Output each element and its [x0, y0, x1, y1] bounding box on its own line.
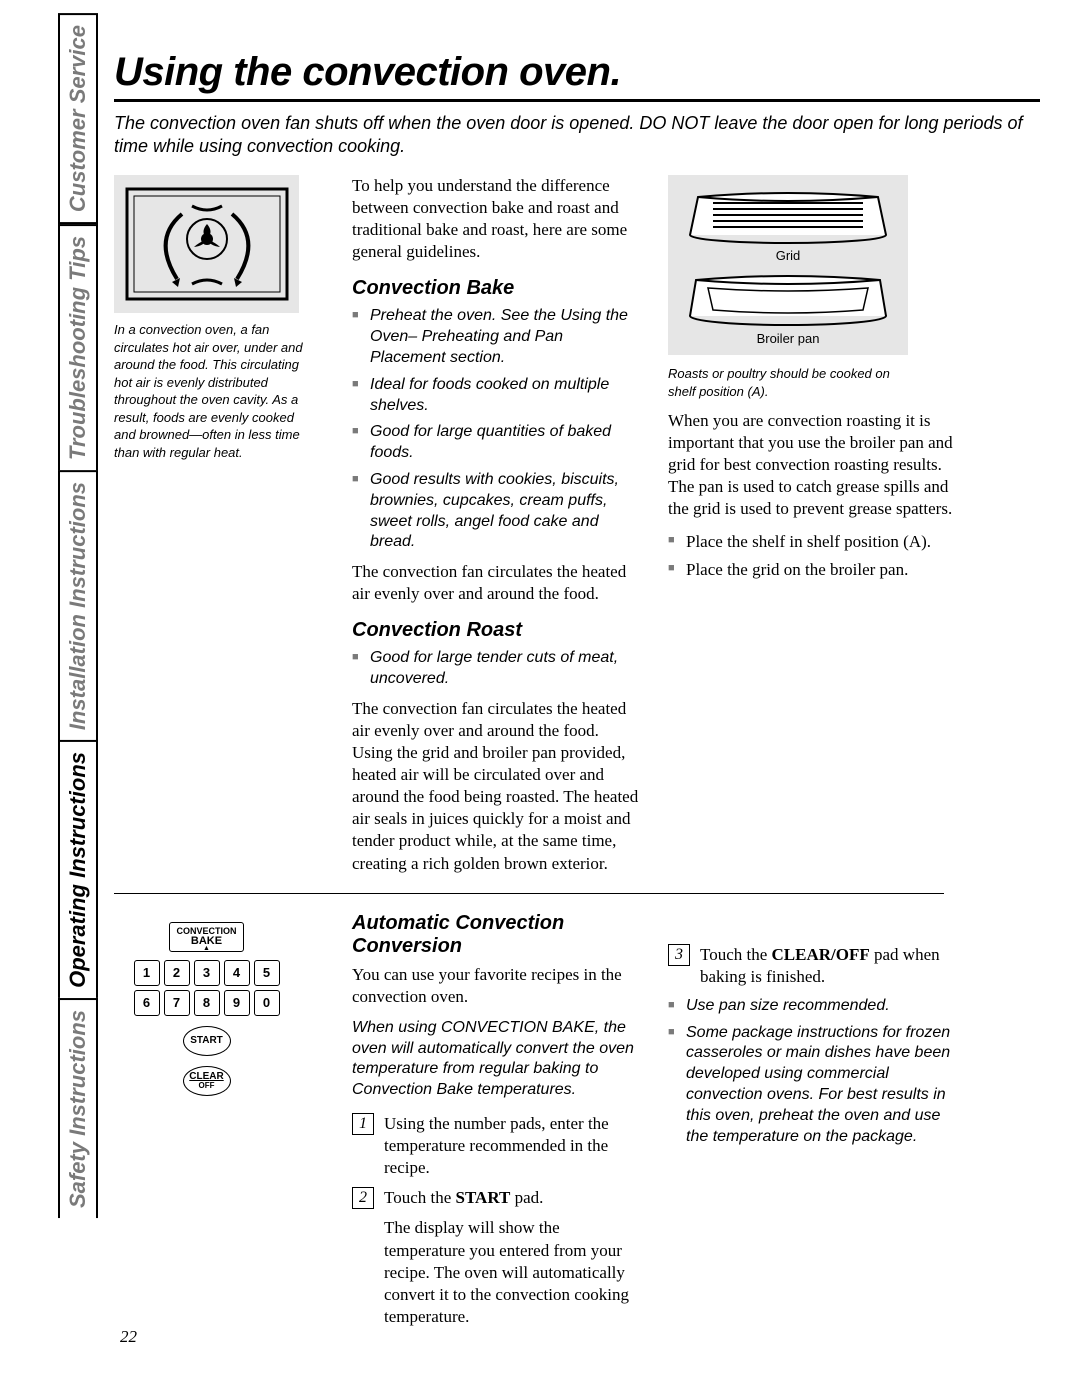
pan-steps: Place the shelf in shelf position (A). P…	[668, 531, 958, 581]
num-key: 4	[224, 960, 250, 986]
step3-bold: CLEAR/OFF	[772, 945, 870, 964]
grid-label: Grid	[776, 248, 801, 263]
bake-list: Preheat the oven. See the Using the Oven…	[352, 306, 642, 553]
auto-p2: When using CONVECTION BAKE, the oven wil…	[352, 1018, 642, 1101]
col-figure: In a convection oven, a fan circulates h…	[114, 175, 326, 875]
oven-fan-figure	[114, 175, 299, 313]
pan-desc: When you are convection roasting it is i…	[668, 410, 958, 520]
num-key: 8	[194, 990, 220, 1016]
clear-off-button: CLEAR OFF	[183, 1066, 231, 1096]
auto-p1: You can use your favorite recipes in the…	[352, 964, 642, 1008]
start-button: START	[183, 1026, 231, 1056]
auto-note: Some package instructions for frozen cas…	[668, 1023, 958, 1148]
bake-item: Good for large quantities of baked foods…	[352, 422, 642, 464]
page-content: Using the convection oven. The convectio…	[58, 0, 1070, 1397]
pan-caption: Roasts or poultry should be cooked on sh…	[668, 365, 918, 400]
step-number-icon: 3	[668, 944, 690, 966]
bake-label: BAKE	[176, 936, 236, 947]
section-divider	[114, 893, 944, 894]
step2-bold: START	[456, 1188, 511, 1207]
convection-bake-button: CONVECTION BAKE	[169, 922, 243, 952]
pan-step: Place the shelf in shelf position (A).	[668, 531, 958, 553]
roast-desc: The convection fan circulates the heated…	[352, 698, 642, 875]
page-title: Using the convection oven.	[114, 50, 1040, 95]
figure-caption: In a convection oven, a fan circulates h…	[114, 321, 304, 461]
col-main: To help you understand the difference be…	[352, 175, 642, 875]
number-pad: 1 2 3 4 5 6 7 8 9 0	[134, 960, 280, 1016]
heading-convection-bake: Convection Bake	[352, 277, 642, 300]
num-key: 6	[134, 990, 160, 1016]
step-text: Using the number pads, enter the tempera…	[384, 1113, 642, 1179]
num-key: 1	[134, 960, 160, 986]
guideline-intro: To help you understand the difference be…	[352, 175, 642, 263]
step2-pre: Touch the	[384, 1188, 456, 1207]
num-key: 5	[254, 960, 280, 986]
step-3: 3 Touch the CLEAR/OFF pad when baking is…	[668, 944, 958, 988]
start-label: START	[190, 1036, 223, 1046]
num-key: 0	[254, 990, 280, 1016]
col-keypad: CONVECTION BAKE 1 2 3 4 5 6 7 8 9 0 STAR…	[114, 912, 326, 1340]
col-pan: Grid Broiler pan Roasts or poultry shoul…	[668, 175, 958, 875]
step-1: 1 Using the number pads, enter the tempe…	[352, 1113, 642, 1179]
pan-step: Place the grid on the broiler pan.	[668, 559, 958, 581]
col-auto-a: Automatic Convection Conversion You can …	[352, 912, 642, 1340]
step-number-icon: 2	[352, 1187, 374, 1209]
auto-p3: The display will show the temperature yo…	[384, 1217, 642, 1327]
keypad-figure: CONVECTION BAKE 1 2 3 4 5 6 7 8 9 0 STAR…	[114, 912, 299, 1106]
pan-label: Broiler pan	[757, 331, 820, 346]
bake-item: Good results with cookies, biscuits, bro…	[352, 470, 642, 553]
num-key: 9	[224, 990, 250, 1016]
off-label: OFF	[199, 1082, 215, 1090]
broiler-pan-figure: Grid Broiler pan	[668, 175, 908, 355]
roast-item: Good for large tender cuts of meat, unco…	[352, 648, 642, 690]
num-key: 7	[164, 990, 190, 1016]
bake-item: Preheat the oven. See the Using the Oven…	[352, 306, 642, 368]
step2-post: pad.	[510, 1188, 543, 1207]
title-rule	[114, 99, 1040, 102]
step-text: Touch the START pad.	[384, 1187, 543, 1209]
auto-notes: Use pan size recommended. Some package i…	[668, 996, 958, 1148]
bake-desc: The convection fan circulates the heated…	[352, 561, 642, 605]
num-key: 2	[164, 960, 190, 986]
step-number-icon: 1	[352, 1113, 374, 1135]
page-number: 22	[120, 1327, 137, 1347]
roast-list: Good for large tender cuts of meat, unco…	[352, 648, 642, 690]
step-2: 2 Touch the START pad.	[352, 1187, 642, 1209]
heading-auto-conversion: Automatic Convection Conversion	[352, 912, 642, 958]
auto-note: Use pan size recommended.	[668, 996, 958, 1017]
step-text: Touch the CLEAR/OFF pad when baking is f…	[700, 944, 958, 988]
col-auto-b: 3 Touch the CLEAR/OFF pad when baking is…	[668, 912, 958, 1340]
intro-text: The convection oven fan shuts off when t…	[114, 112, 1040, 157]
bake-item: Ideal for foods cooked on multiple shelv…	[352, 375, 642, 417]
heading-convection-roast: Convection Roast	[352, 619, 642, 642]
num-key: 3	[194, 960, 220, 986]
step3-pre: Touch the	[700, 945, 772, 964]
